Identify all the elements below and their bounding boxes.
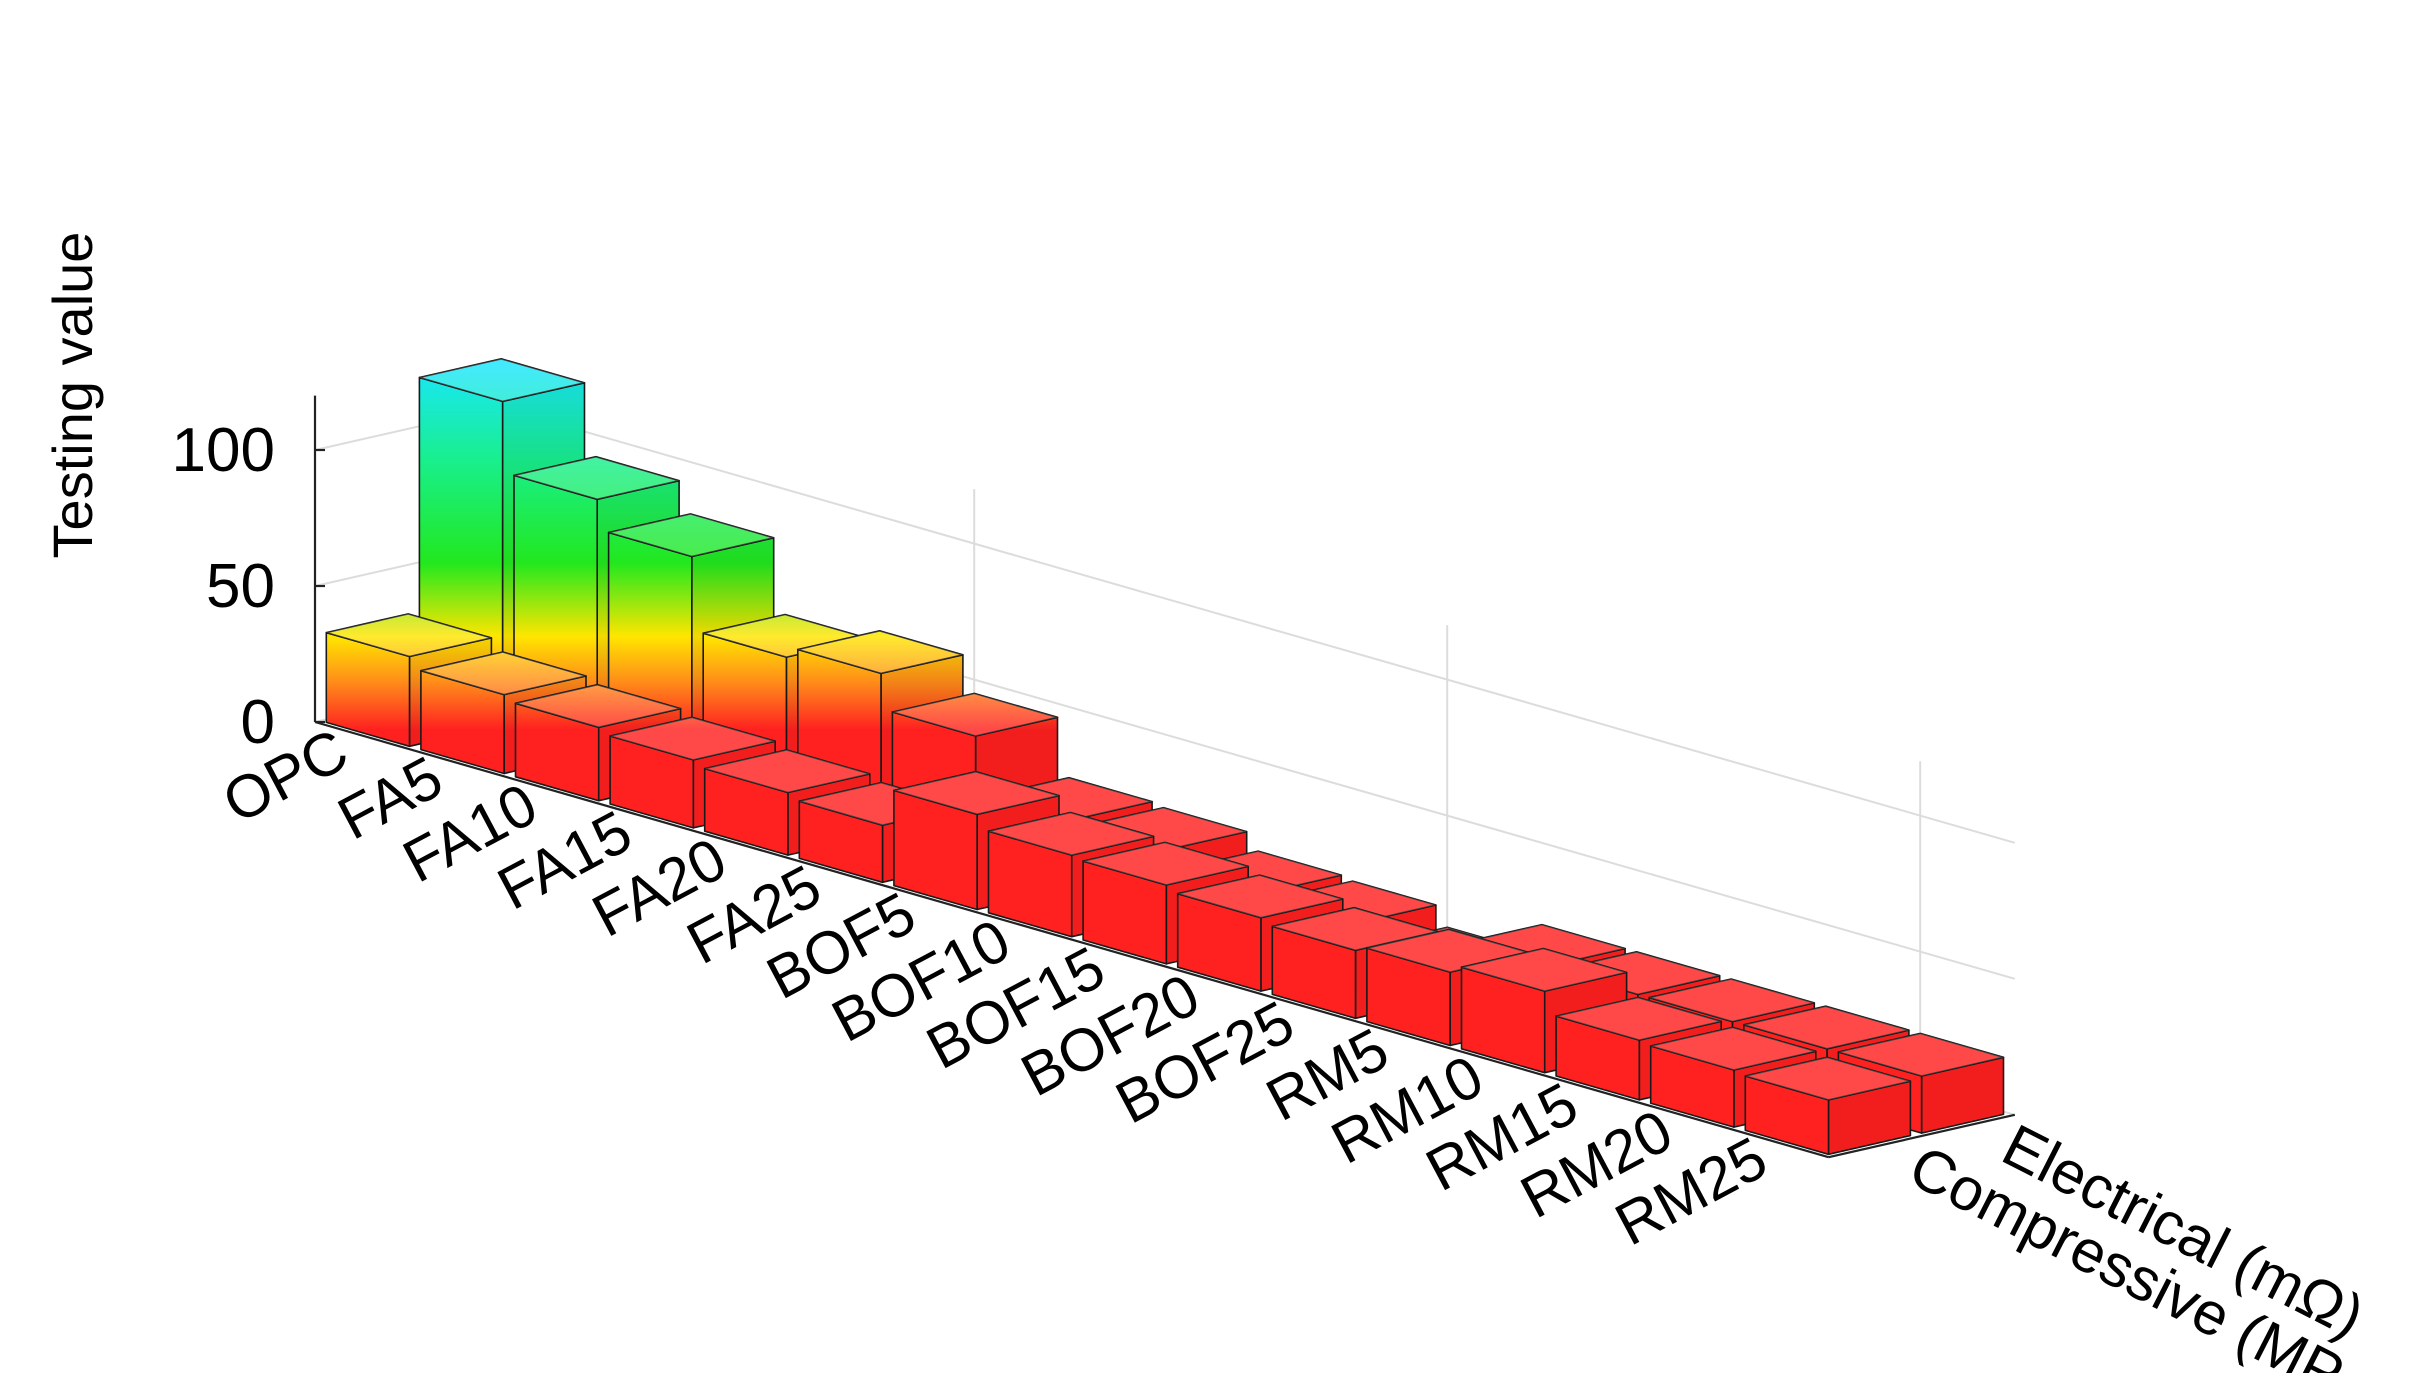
bar-top: [891, 692, 1059, 737]
bar-top: [1649, 1026, 1817, 1071]
bar-top-shade: [1083, 842, 1249, 885]
bar-top: [607, 513, 775, 558]
bar-side-shade: [1921, 1057, 2004, 1134]
bar-top: [420, 651, 587, 696]
grid-line: [500, 406, 2016, 844]
bar-top-shade: [610, 717, 776, 760]
bar-top: [514, 683, 682, 729]
bar-top: [1837, 1032, 2005, 1077]
bar-top: [1648, 978, 1816, 1023]
bars: [325, 357, 2005, 1156]
bar-top-shade: [1554, 951, 1720, 995]
bar-top-shade: [419, 358, 585, 402]
bar-top-shade: [1272, 907, 1438, 951]
bar-top: [1460, 947, 1628, 992]
bar-top-shade: [892, 693, 1058, 736]
bar-top-shade: [704, 749, 870, 793]
bar-top-shade: [1650, 1027, 1816, 1070]
category-label: OPC: [212, 716, 358, 836]
bar-top: [703, 749, 871, 794]
bar-top-shade: [326, 613, 492, 657]
bar-top: [893, 770, 1060, 816]
bar-top-shade: [1838, 1033, 2004, 1076]
bar-top: [1082, 841, 1249, 886]
bar-top: [1176, 874, 1344, 919]
bar-top-shade: [608, 513, 774, 557]
bar-top: [1743, 1005, 1910, 1050]
bar-top-shade: [1081, 807, 1247, 851]
z-axis-title: Testing value: [41, 232, 104, 559]
bar-top-shade: [515, 684, 681, 728]
axes: [313, 395, 2016, 1159]
bar-top-shade: [988, 812, 1154, 856]
bar-side-shade: [1828, 1081, 1911, 1155]
bar-top-shade: [1556, 997, 1722, 1041]
axis-line: [314, 720, 1829, 1159]
axis-line: [1828, 1113, 2016, 1159]
bar: [1744, 1056, 1912, 1156]
bar-top-shade: [1177, 875, 1343, 918]
bar-top-shade: [420, 652, 586, 695]
z-tick-label: 0: [241, 688, 275, 757]
bar-top-shade: [514, 456, 680, 500]
bar-top: [513, 455, 680, 501]
bar-top-shade: [1461, 948, 1627, 992]
bar-top-shade: [1745, 1057, 1911, 1100]
bar-top-shade: [1649, 979, 1815, 1022]
z-tick-label: 50: [206, 552, 275, 621]
bar-top: [987, 811, 1155, 856]
bar-top: [418, 357, 586, 403]
bar-top: [796, 629, 964, 675]
bar-top-shade: [1460, 924, 1626, 968]
bar-top: [1744, 1056, 1912, 1101]
bar-top-shade: [893, 771, 1059, 815]
bar-top: [1555, 996, 1722, 1041]
bar-top-shade: [797, 630, 963, 674]
z-tick-label: 100: [172, 416, 275, 485]
bar-top-shade: [1743, 1006, 1909, 1049]
bar-top: [609, 716, 777, 761]
bar-top: [325, 613, 493, 658]
